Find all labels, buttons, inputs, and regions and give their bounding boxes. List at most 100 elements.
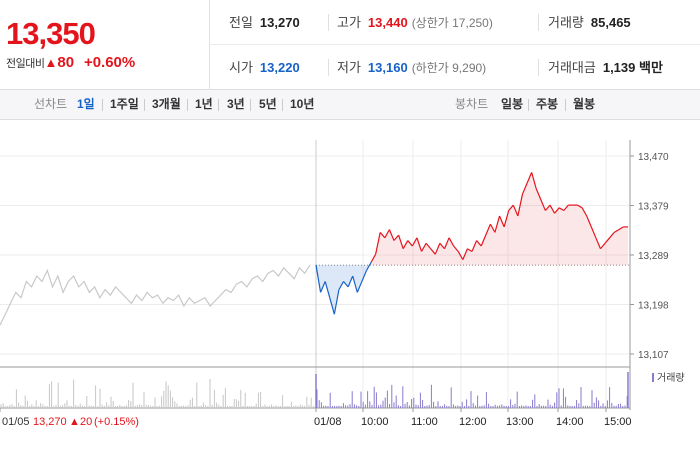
- price-line-segment: [613, 229, 620, 233]
- price-line-segment: [361, 270, 368, 282]
- price-line-segment: [531, 172, 537, 189]
- price-line-segment: [467, 248, 473, 252]
- price-line-segment: [333, 289, 340, 315]
- price-line-segment: [324, 281, 331, 298]
- price-line-segment: [508, 204, 514, 211]
- price-line-segment: [398, 234, 404, 249]
- tab-1-year[interactable]: 1년: [195, 97, 213, 111]
- price-line-segment: [393, 234, 400, 241]
- price-line-segment: [379, 231, 386, 239]
- price-chart-svg: 13,470 13,379 13,289 13,198 13,107 01/08 10:0…: [0, 120, 685, 428]
- prev-day-info-percent: (+0.15%): [94, 416, 139, 428]
- price-line-segment: [338, 281, 345, 290]
- price-line-segment: [365, 262, 372, 271]
- price-summary: 13,350 전일대비▲80 +0.60%: [0, 0, 210, 90]
- price-line-segment: [388, 229, 395, 241]
- price-line-segment: [375, 232, 381, 255]
- price-line-segment: [595, 237, 602, 249]
- stat-label: 저가: [337, 60, 361, 75]
- quote-header: 13,350 전일대비▲80 +0.60% 전일 13,270 고가 13,440(…: [0, 0, 700, 90]
- y-tick-label: 13,289: [638, 251, 669, 262]
- prev-day-info-change: 20: [80, 416, 92, 428]
- price-line-segment: [343, 281, 349, 288]
- price-line-segment: [526, 172, 533, 184]
- stat-value: 13,270: [259, 15, 300, 30]
- price-line-segment: [448, 237, 455, 247]
- stat-label: 전일: [229, 15, 253, 30]
- price-change: 전일대비▲80 +0.60%: [6, 54, 135, 71]
- up-triangle-icon: ▲: [44, 55, 58, 70]
- stat-high: 고가 13,440 (상한가 17,250): [337, 0, 493, 45]
- price-line-segment: [425, 242, 432, 250]
- price-line-segment: [462, 248, 468, 260]
- prev-day-info-date: 01/05: [2, 416, 30, 428]
- stat-value: 13,440: [367, 15, 408, 30]
- price-line-segment: [421, 242, 427, 252]
- price-line-segment: [498, 215, 505, 228]
- tab-weekly-candle[interactable]: 주봉: [536, 97, 559, 111]
- price-line-segment: [416, 237, 423, 252]
- price-line-segment: [411, 237, 418, 247]
- prev-day-info-close: 13,270: [33, 416, 67, 428]
- line-chart-label: 선차트: [34, 97, 68, 111]
- price-line-segment: [439, 242, 445, 250]
- tab-3-months[interactable]: 3개월: [152, 97, 181, 111]
- x-tick-label: 01/08: [314, 416, 342, 428]
- tab-5-years[interactable]: 5년: [259, 97, 277, 111]
- price-line-segment: [453, 245, 459, 252]
- price-line-segment: [356, 281, 363, 293]
- price-line-segment: [609, 231, 615, 239]
- price-line-segment: [558, 207, 565, 212]
- price-line-segment: [471, 240, 478, 252]
- price-line-segment: [476, 240, 482, 247]
- change-percent: +0.60%: [83, 54, 136, 71]
- tab-daily-candle[interactable]: 일봉: [501, 97, 524, 111]
- stat-open: 시가 13,220: [229, 45, 300, 90]
- price-line-segment: [320, 281, 326, 293]
- tab-1-day[interactable]: 1일: [77, 97, 95, 111]
- current-price: 13,350: [6, 16, 96, 51]
- price-line-segment: [600, 242, 606, 250]
- stat-label: 거래량: [548, 15, 584, 30]
- x-tick-label: 15:00: [604, 416, 632, 428]
- price-line-segment: [430, 248, 436, 255]
- price-line-segment: [590, 226, 597, 239]
- stat-prev-close: 전일 13,270: [229, 0, 300, 45]
- tab-10-years[interactable]: 10년: [290, 97, 315, 111]
- x-tick-label: 10:00: [361, 416, 389, 428]
- stat-label: 시가: [229, 60, 253, 75]
- stat-value: 1,139 백만: [602, 60, 663, 75]
- stat-label: 거래대금: [548, 60, 596, 75]
- price-line-segment: [549, 204, 556, 214]
- price-line-segment: [489, 223, 496, 233]
- price-line-segment: [384, 229, 390, 239]
- price-line-segment: [315, 264, 322, 293]
- price-line-segment: [586, 215, 592, 228]
- price-line-segment: [494, 215, 501, 233]
- stat-volume: 거래량 85,465: [548, 0, 631, 45]
- stat-value: 13,220: [259, 60, 300, 75]
- y-tick-label: 13,198: [638, 301, 669, 312]
- price-line-segment: [407, 240, 413, 247]
- price-line-segment: [402, 240, 409, 250]
- tab-3-years[interactable]: 3년: [227, 97, 245, 111]
- volume-legend-label: 거래량: [657, 372, 685, 384]
- price-line-segment: [480, 234, 487, 247]
- price-line-segment: [535, 188, 542, 200]
- price-line-segment: [544, 204, 551, 211]
- price-line-segment: [521, 183, 528, 195]
- tab-1-week[interactable]: 1주일: [110, 97, 139, 111]
- stat-value: 13,160: [367, 60, 408, 75]
- x-tick-label: 13:00: [506, 416, 534, 428]
- y-tick-label: 13,107: [638, 350, 669, 361]
- stat-lower-limit: (하한가 9,290): [411, 61, 487, 75]
- price-line-segment: [618, 226, 624, 231]
- candle-chart-label: 봉차트: [455, 97, 489, 111]
- y-tick-label: 13,470: [638, 152, 669, 163]
- x-tick-label: 12:00: [459, 416, 487, 428]
- prev-day-info-arrow-icon: ▲: [69, 416, 80, 428]
- tab-monthly-candle[interactable]: 월봉: [573, 97, 596, 111]
- price-line-segment: [503, 210, 510, 228]
- x-tick-label: 11:00: [411, 416, 438, 428]
- price-line-segment: [581, 207, 588, 217]
